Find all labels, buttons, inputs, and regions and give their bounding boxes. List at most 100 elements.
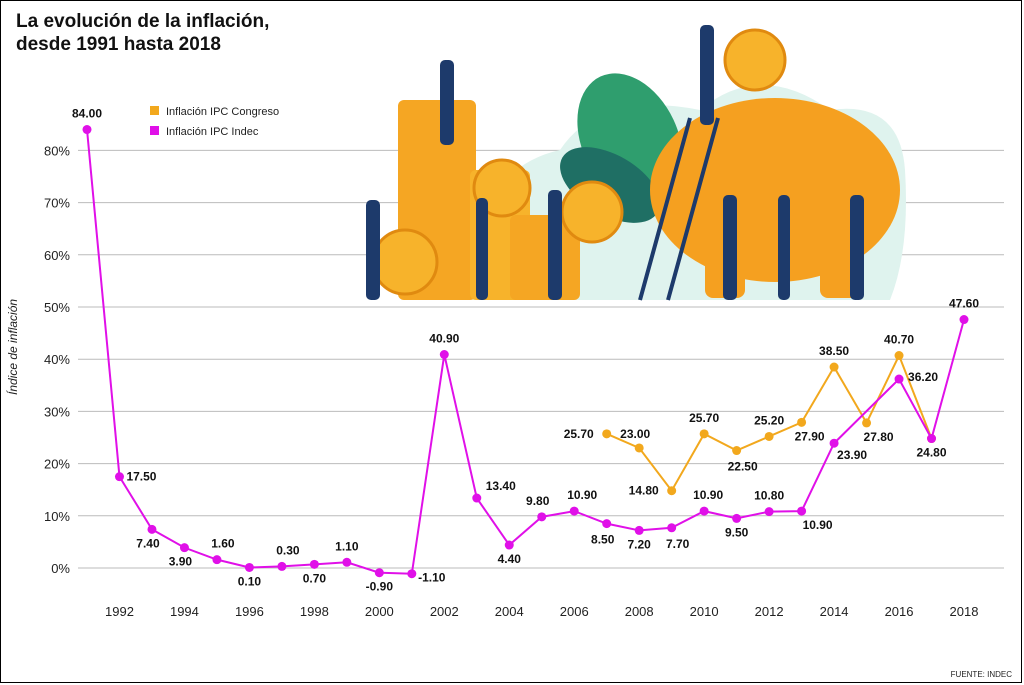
data-label: 22.50 — [728, 460, 758, 474]
legend: Inflación IPC Congreso Inflación IPC Inde… — [150, 106, 279, 138]
data-label: 23.00 — [620, 427, 650, 441]
data-label: 36.20 — [908, 370, 938, 384]
coin-stack-3 — [510, 215, 580, 300]
x-tick-label: 2006 — [560, 604, 589, 619]
data-point — [797, 417, 807, 427]
data-label: 27.80 — [864, 430, 894, 444]
coin-2 — [472, 158, 532, 218]
data-point — [374, 568, 384, 578]
data-point — [82, 125, 92, 135]
y-tick-label: 0% — [51, 561, 70, 576]
data-point — [114, 472, 124, 482]
x-tick-label: 2000 — [365, 604, 394, 619]
data-point — [569, 506, 579, 516]
x-tick-label: 1992 — [105, 604, 134, 619]
data-label: 25.20 — [754, 413, 784, 427]
y-tick-label: 80% — [44, 143, 70, 158]
data-point — [634, 443, 644, 453]
people — [366, 25, 864, 300]
series-congreso: 25.70 23.00 14.80 25.70 22.50 25.20 27.90 38.50… — [564, 333, 947, 498]
data-point — [894, 374, 904, 384]
data-label: 47.60 — [949, 297, 979, 311]
data-point — [667, 486, 677, 496]
data-point — [602, 519, 612, 529]
data-point — [439, 350, 449, 360]
data-label: 7.20 — [628, 537, 652, 551]
data-point — [829, 362, 839, 372]
x-tick-label: 2002 — [430, 604, 459, 619]
x-tick-label: 2014 — [820, 604, 849, 619]
y-tick-label: 70% — [44, 196, 70, 211]
y-tick-label: 50% — [44, 300, 70, 315]
data-point — [537, 512, 547, 522]
data-point — [147, 524, 157, 534]
x-tick-label: 1996 — [235, 604, 264, 619]
data-point — [829, 438, 839, 448]
legend-swatch — [150, 126, 159, 135]
data-label: 25.70 — [689, 411, 719, 425]
data-label: 0.30 — [276, 543, 300, 557]
x-tick-label: 2018 — [950, 604, 979, 619]
data-point — [732, 513, 742, 523]
title-line-1: La evolución de la inflación, — [16, 11, 270, 32]
title-line-2: desde 1991 hasta 2018 — [16, 34, 221, 55]
data-point — [764, 507, 774, 517]
x-tick-label: 1994 — [170, 604, 199, 619]
data-label: 25.70 — [564, 427, 594, 441]
data-point — [667, 523, 677, 533]
data-point — [699, 429, 709, 439]
y-tick-label: 20% — [44, 457, 70, 472]
data-point — [342, 557, 352, 567]
data-point — [732, 446, 742, 456]
data-point — [959, 315, 969, 325]
x-tick-label: 2010 — [690, 604, 719, 619]
data-label: 24.80 — [917, 446, 947, 460]
data-label: 13.40 — [486, 479, 516, 493]
data-point — [277, 561, 287, 571]
data-point — [212, 555, 222, 565]
data-point — [862, 418, 872, 428]
y-axis-label: Índice de inflación — [6, 298, 20, 395]
data-label: 27.90 — [795, 429, 825, 443]
chart-title: La evolución de la inflación, desde 1991… — [16, 10, 269, 56]
savings-illustration — [366, 25, 906, 301]
data-label: 10.90 — [803, 518, 833, 532]
series-group: 25.70 23.00 14.80 25.70 22.50 25.20 27.90 38.50… — [72, 107, 979, 594]
data-point — [634, 525, 644, 535]
y-axis-ticks: 0% 10% 20% 30% 40% 50% 60% 70% 80% — [44, 143, 70, 576]
x-tick-label: 2016 — [885, 604, 914, 619]
data-label: 17.50 — [126, 470, 156, 484]
data-label: -1.10 — [418, 571, 446, 585]
x-axis-ticks: 1992 1994 1996 1998 2000 2002 2004 2006 2008 2010… — [105, 604, 978, 619]
legend-swatch — [150, 106, 159, 115]
data-label: 10.90 — [567, 488, 597, 502]
data-label: 14.80 — [629, 484, 659, 498]
data-label: 1.10 — [335, 539, 359, 553]
data-label: 10.80 — [754, 489, 784, 503]
coin-4 — [723, 28, 787, 92]
data-label: 8.50 — [591, 533, 615, 547]
data-point — [764, 431, 774, 441]
data-label: 9.50 — [725, 525, 749, 539]
data-label: 7.70 — [666, 537, 690, 551]
x-tick-label: 2008 — [625, 604, 654, 619]
x-tick-label: 2012 — [755, 604, 784, 619]
y-tick-label: 40% — [44, 352, 70, 367]
data-label: 38.50 — [819, 344, 849, 358]
data-label: 7.40 — [136, 536, 160, 550]
data-label: 0.70 — [303, 571, 327, 585]
data-label: 40.70 — [884, 333, 914, 347]
coin-3 — [560, 180, 624, 244]
legend-label: Inflación IPC Indec — [166, 126, 259, 138]
data-label: -0.90 — [366, 580, 394, 594]
data-point — [244, 562, 254, 572]
data-point — [602, 429, 612, 439]
ladder — [638, 117, 720, 301]
data-label: 40.90 — [429, 332, 459, 346]
data-point — [472, 493, 482, 503]
data-label: 9.80 — [526, 494, 550, 508]
data-label: 4.40 — [498, 552, 522, 566]
data-point — [309, 559, 319, 569]
